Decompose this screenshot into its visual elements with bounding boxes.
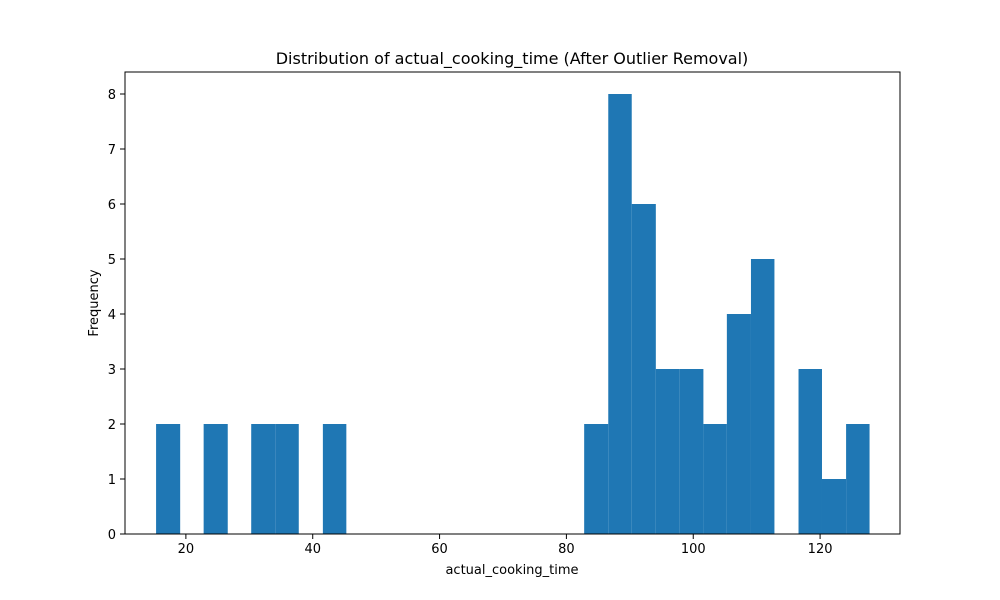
x-tick-label-2: 60 [431,542,448,557]
y-tick-label-5: 5 [108,253,116,268]
y-tick-label-1: 1 [108,473,116,488]
y-tick-label-0: 0 [108,528,116,543]
histogram-bars [156,94,870,534]
histogram-bar-7 [322,424,347,534]
x-tick-label-5: 120 [808,542,833,557]
histogram-bar-20 [631,204,656,534]
histogram-bar-21 [655,369,680,534]
histogram-bar-29 [846,424,870,534]
histogram-bar-22 [679,369,704,534]
x-tick-label-0: 20 [178,542,195,557]
plot-frame [124,71,901,535]
y-tick-label-7: 7 [108,143,116,158]
histogram-bar-23 [703,424,727,534]
y-tick-label-4: 4 [108,308,116,323]
x-axis-ticks: 20 40 60 80 100 120 [178,534,833,557]
chart-title: Distribution of actual_cooking_time (Aft… [276,49,749,69]
histogram-bar-24 [726,314,751,534]
histogram-bar-5 [275,424,299,534]
histogram-bar-18 [584,424,609,534]
x-tick-label-4: 100 [681,542,706,557]
y-axis-label: Frequency [87,269,102,336]
histogram-bar-2 [203,424,228,534]
histogram-bar-4 [251,424,276,534]
y-tick-label-8: 8 [108,88,116,103]
histogram-bar-19 [608,94,632,534]
histogram-bar-27 [798,369,822,534]
histogram-bar-28 [821,479,847,534]
x-axis-label: actual_cooking_time [445,563,578,578]
y-tick-label-3: 3 [108,363,116,378]
histogram-bar-25 [750,259,775,534]
x-tick-label-1: 40 [304,542,321,557]
y-tick-label-2: 2 [108,418,116,433]
y-tick-label-6: 6 [108,198,116,213]
y-axis-ticks: 0 1 2 3 4 5 6 7 8 [108,88,125,543]
x-tick-label-3: 80 [558,542,575,557]
histogram-bar-0 [156,424,181,534]
